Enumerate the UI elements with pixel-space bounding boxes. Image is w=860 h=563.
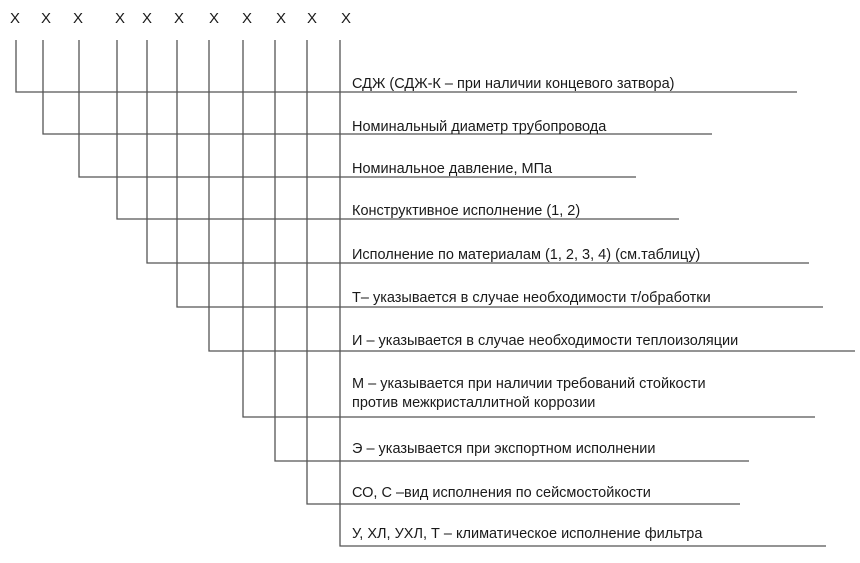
item-label-line: М – указывается при наличии требований с… [352,376,706,392]
item-label: Исполнение по материалам (1, 2, 3, 4) (с… [352,246,700,265]
code-position-marker: X [275,10,287,27]
item-label: И – указывается в случае необходимости т… [352,332,738,351]
code-position-marker: X [40,10,52,27]
leader-line [78,40,636,178]
item-label: Т– указывается в случае необходимости т/… [352,289,711,308]
leader-line [146,40,809,264]
item-label-line: Т– указывается в случае необходимости т/… [352,290,711,306]
item-label-line: Исполнение по материалам (1, 2, 3, 4) (с… [352,247,701,263]
code-position-marker: X [173,10,185,27]
item-label: Номинальное давление, МПа [352,160,552,179]
leader-line [176,40,823,308]
leader-line [15,40,797,93]
code-position-marker: X [340,10,352,27]
item-label-line: СДЖ (СДЖ-К – при наличии концевого затво… [352,76,675,92]
code-position-marker: X [114,10,126,27]
item-label: Конструктивное исполнение (1, 2) [352,202,580,221]
item-label: М – указывается при наличии требований с… [352,375,706,413]
item-label: У, ХЛ, УХЛ, Т – климатическое исполнение… [352,525,702,544]
leader-line [306,40,740,505]
item-label-line: СО, С –вид исполнения по сейсмостойкости [352,485,651,501]
item-label-line: против межкристаллитной коррозии [352,395,596,411]
leader-line [242,40,815,418]
leader-line [208,40,855,352]
item-label-line: Номинальное давление, МПа [352,161,553,177]
item-label: СДЖ (СДЖ-К – при наличии концевого затво… [352,75,674,94]
item-label-line: Номинальный диаметр трубопровода [352,119,607,135]
item-label: Номинальный диаметр трубопровода [352,118,606,137]
code-position-marker: X [9,10,21,27]
item-label-line: Конструктивное исполнение (1, 2) [352,203,581,219]
leader-line [274,40,749,462]
code-position-marker: X [208,10,220,27]
item-label: СО, С –вид исполнения по сейсмостойкости [352,484,651,503]
item-label-line: У, ХЛ, УХЛ, Т – климатическое исполнение… [352,526,703,542]
leader-line [339,40,826,547]
leader-line [116,40,679,220]
code-position-marker: X [306,10,318,27]
leader-line [42,40,712,135]
item-label: Э – указывается при экспортном исполнени… [352,440,655,459]
code-position-marker: X [241,10,253,27]
item-label-line: И – указывается в случае необходимости т… [352,333,739,349]
code-position-marker: X [72,10,84,27]
code-position-marker: X [141,10,153,27]
item-label-line: Э – указывается при экспортном исполнени… [352,441,656,457]
